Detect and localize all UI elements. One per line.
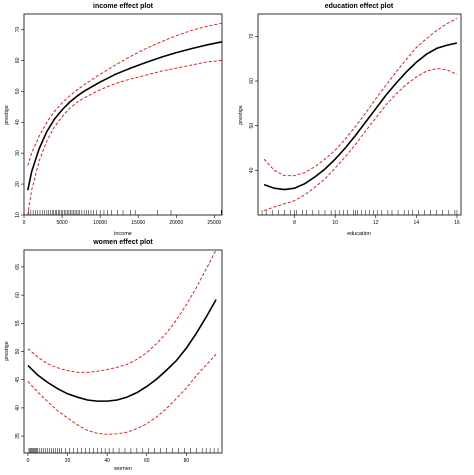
income-y-tick-label: 60 [15,57,21,63]
income-plot-frame [23,13,223,216]
women-x-tick-label: 80 [184,458,190,464]
education-x-axis-label: education [347,231,371,237]
education-lower-line [263,68,458,211]
women-x-tick-label: 0 [27,458,30,464]
income-x-tick-label: 25000 [207,220,221,226]
women-y-axis-label: prestige [4,341,10,361]
income-y-tick-label: 50 [15,88,21,94]
education-x-tick-label: 12 [373,220,379,226]
income-x-tick-label: 15000 [131,220,145,226]
women-y-tick-label: 40 [15,405,21,411]
women-x-tick-label: 20 [65,458,71,464]
income-y-axis-label: prestige [4,105,10,125]
panel-income: income effect plot income prestige 0 5000… [4,3,223,237]
women-y-tick-label: 60 [15,292,21,298]
income-x-axis-label: income [114,231,132,237]
women-x-tick-label: 60 [144,458,150,464]
income-y-tick-label: 20 [15,181,21,187]
income-y-tick-label: 30 [15,150,21,156]
women-lower-line [27,354,217,435]
education-upper-line [263,18,458,177]
income-y-tick-label: 40 [15,119,21,125]
women-upper-line [27,249,217,373]
education-x-tick-label: 10 [332,220,338,226]
income-plot-title: income effect plot [93,3,154,10]
women-x-tick-label: 40 [104,458,110,464]
education-y-tick-label: 40 [249,167,255,173]
women-y-tick-label: 55 [15,320,21,326]
income-lower-line [27,59,223,216]
income-fit-line [27,41,223,191]
women-y-tick-label: 35 [15,433,21,439]
income-x-tick-label: 0 [23,220,26,226]
education-y-axis-label: prestige [238,105,244,125]
education-x-tick-label: 16 [454,220,460,226]
income-y-tick-label: 10 [15,212,21,218]
women-y-tick-label: 45 [15,377,21,383]
panel-education: education effect plot education prestige… [238,3,462,237]
education-plot-title: education effect plot [325,3,394,10]
women-fit-line [27,299,217,402]
panel-women: women effect plot women prestige 0 20 40 60… [4,239,223,472]
education-x-tick-label: 14 [414,220,420,226]
income-x-tick-label: 10000 [93,220,107,226]
women-plot-title: women effect plot [92,239,153,246]
income-x-tick-label: 5000 [57,220,68,226]
education-x-tick-label: 8 [293,220,296,226]
income-upper-line [27,22,223,166]
education-y-tick-label: 70 [249,33,255,39]
education-y-tick-label: 50 [249,123,255,129]
women-plot-frame [23,249,223,454]
women-y-tick-label: 50 [15,349,21,355]
income-y-tick-label: 70 [15,26,21,32]
education-plot-frame [257,13,462,216]
education-fit-line [263,42,458,191]
income-x-tick-label: 20000 [169,220,183,226]
women-y-tick-label: 65 [15,264,21,270]
education-y-tick-label: 60 [249,78,255,84]
women-x-axis-label: women [113,466,132,472]
